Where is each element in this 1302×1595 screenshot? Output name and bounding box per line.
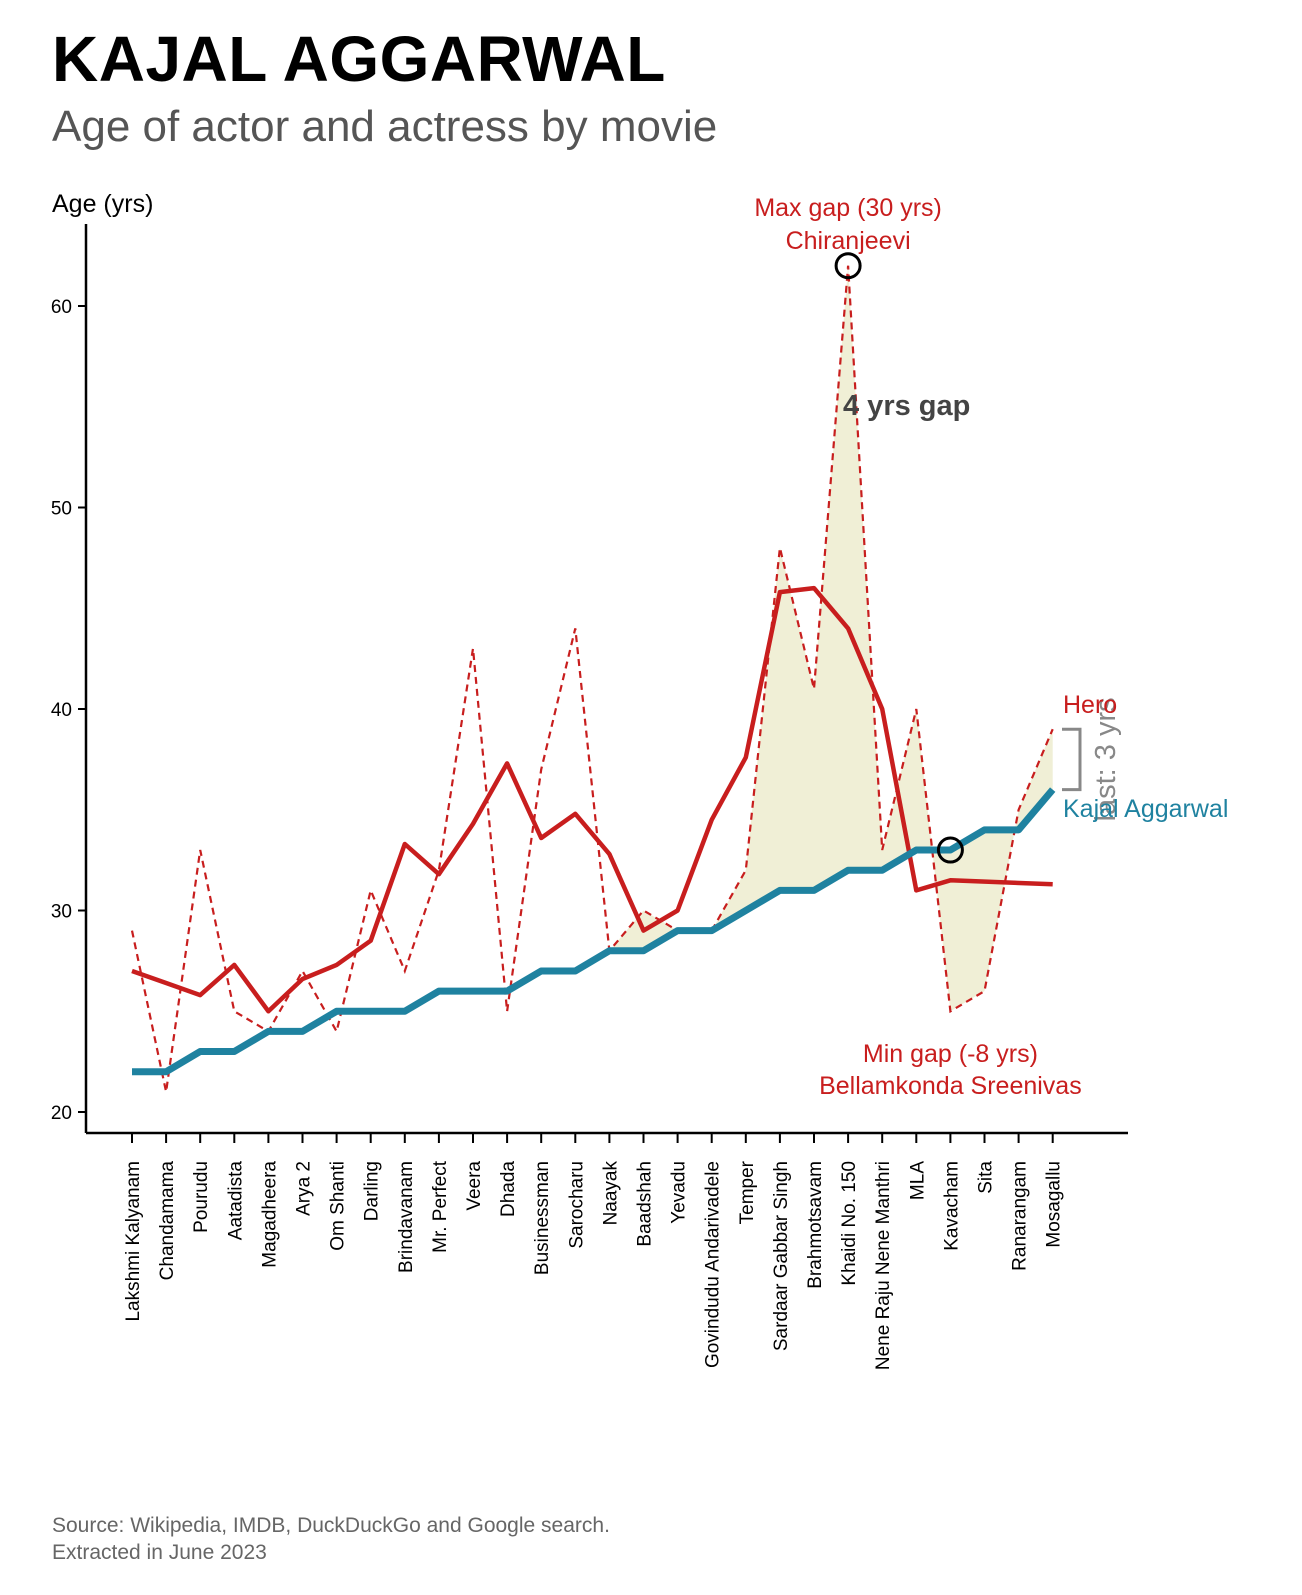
chart-axes: Age (yrs) 20 30 40 50 60 Lakshmi Kalyanam Chand… <box>51 190 1128 1370</box>
x-tick-label: Kavacham <box>941 1161 962 1251</box>
source-line-2: Extracted in June 2023 <box>52 1541 267 1564</box>
y-tick-label: 20 <box>51 1103 72 1124</box>
gap-fill-area <box>609 265 1053 1012</box>
x-tick-label: Mosagallu <box>1044 1161 1065 1248</box>
x-tick-label: Magadheera <box>259 1161 280 1268</box>
x-tick-label: Businessman <box>532 1161 553 1275</box>
min-gap-name: Bellamkonda Sreenivas <box>819 1072 1082 1100</box>
max-gap-marker <box>834 252 862 280</box>
x-tick-label: Darling <box>362 1161 383 1221</box>
x-tick-label: Naayak <box>600 1161 621 1226</box>
x-tick-label: Brindavanam <box>396 1161 417 1273</box>
gap-fill-polygon <box>609 265 1053 1012</box>
x-tick-label: Dhada <box>498 1161 519 1217</box>
y-tick-label: 40 <box>51 700 72 721</box>
last-gap-label: last: 3 yrs <box>1090 697 1122 821</box>
chart-title: KAJAL AGGARWAL <box>52 23 666 95</box>
x-tick-label: Lakshmi Kalyanam <box>123 1161 144 1322</box>
y-tick-label: 60 <box>51 297 72 318</box>
x-tick-label: Om Shanti <box>328 1161 349 1251</box>
actress-series-label: Kajal Aggarwal <box>1063 795 1228 823</box>
last-gap-bracket <box>1062 727 1082 792</box>
x-tick-label: Pourudu <box>191 1161 212 1233</box>
y-tick-label: 50 <box>51 499 72 520</box>
x-tick-label: Khaidi No. 150 <box>839 1161 860 1286</box>
x-tick-label: Govindudu Andarivadele <box>703 1161 724 1368</box>
actress-age-line <box>132 787 1056 1076</box>
x-tick-label: Nene Raju Nene Manthri <box>873 1161 894 1370</box>
hero-age-dashed-line <box>130 265 1054 1093</box>
hero-series-label: Hero <box>1063 691 1117 719</box>
x-tick-label: Sita <box>976 1161 997 1194</box>
chart-subtitle: Age of actor and actress by movie <box>52 102 718 151</box>
x-tick-label: Aatadista <box>225 1161 246 1241</box>
x-tick-label: Brahmotsavam <box>805 1161 826 1289</box>
x-tick-label: Veera <box>464 1161 485 1211</box>
max-gap-label: Max gap (30 yrs) <box>754 194 942 222</box>
source-note: Source: Wikipedia, IMDB, DuckDuckGo and … <box>52 1512 610 1566</box>
x-tick-label: Yevadu <box>669 1161 690 1224</box>
y-tick-label: 30 <box>51 902 72 923</box>
x-tick-label: Arya 2 <box>294 1161 315 1216</box>
series-lines <box>130 265 1056 1093</box>
x-tick-label: Temper <box>737 1160 758 1224</box>
x-tick-label: Mr. Perfect <box>430 1160 451 1253</box>
hero-age-trend-line <box>131 585 1053 1014</box>
chart-annotations: Max gap (30 yrs) Chiranjeevi Min gap (-8 y… <box>754 194 1228 1100</box>
min-gap-label: Min gap (-8 yrs) <box>863 1040 1038 1068</box>
min-gap-marker <box>936 836 964 864</box>
average-gap-label: 4 yrs gap <box>843 390 970 422</box>
source-line-1: Source: Wikipedia, IMDB, DuckDuckGo and … <box>52 1514 610 1537</box>
x-tick-label: MLA <box>907 1161 928 1200</box>
x-tick-label: Baadshah <box>635 1161 656 1247</box>
x-tick-label: Ranarangam <box>1010 1161 1031 1271</box>
max-gap-name: Chiranjeevi <box>786 227 911 255</box>
x-tick-label: Sardaar Gabbar Singh <box>771 1161 792 1351</box>
x-tick-label: Chandamama <box>157 1161 178 1281</box>
y-axis-label: Age (yrs) <box>52 190 153 218</box>
x-tick-label: Sarocharu <box>566 1161 587 1249</box>
